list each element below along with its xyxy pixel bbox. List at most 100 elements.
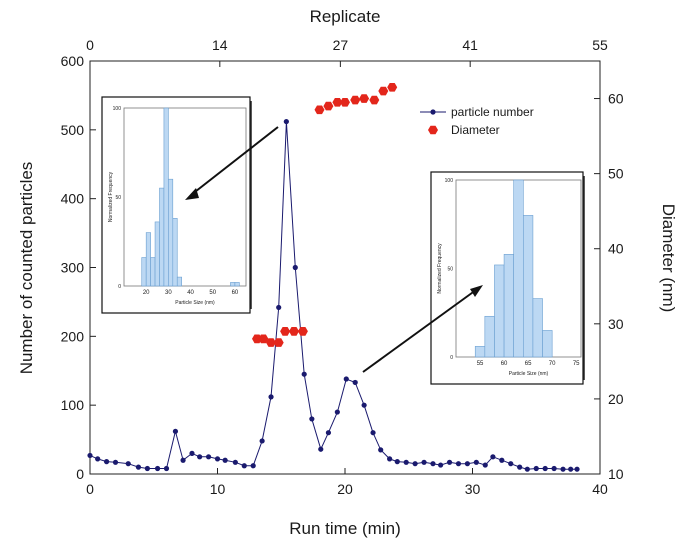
particle-number-point [438, 462, 444, 468]
axis-ticks: 0 10 20 30 400 14 27 41 550100200300400500600102… [61, 37, 624, 497]
inset-bar [150, 257, 156, 287]
inset-bar [484, 315, 495, 358]
legend-marker-diameter [428, 125, 438, 135]
particle-number-point [574, 466, 580, 472]
inset-y-label: Normalized Frequency [437, 243, 443, 294]
particle-number-point [430, 461, 436, 467]
inset-2: 0 50 100 55 60 65 70 75 Particle Size (nm) Normal… [430, 171, 585, 385]
diameter-point [280, 327, 291, 336]
inset-x-tick-label: 40 [187, 290, 194, 296]
inset-1: 0 50 100 20 30 40 50 60 Particle Size (nm) Normal… [101, 96, 252, 314]
y2-tick-label: 40 [608, 241, 624, 257]
particle-number-point [222, 457, 228, 463]
y-tick-label: 100 [61, 397, 85, 413]
diameter-point [378, 86, 389, 96]
inset-y-tick-label: 0 [118, 284, 121, 290]
particle-number-point [370, 430, 376, 436]
data-series [87, 83, 580, 472]
inset-x-label: Particle Size (nm) [509, 371, 549, 377]
particle-number-point [250, 463, 256, 469]
inset-bar [474, 346, 486, 358]
particle-number-point [499, 457, 505, 463]
arrow-head-1 [185, 188, 199, 200]
particle-number-point [403, 459, 409, 465]
particle-number-point [205, 454, 212, 460]
particle-number-point [490, 454, 496, 460]
inset-bar [494, 264, 505, 358]
particle-number-point [446, 459, 453, 465]
diameter-point [314, 105, 325, 115]
inset-bar [523, 215, 534, 358]
inset-x-tick-label: 50 [209, 290, 216, 296]
inset-bar [513, 179, 524, 358]
particle-number-point [292, 264, 298, 271]
top-tick-label: 41 [462, 37, 478, 53]
particle-number-point [163, 465, 170, 472]
legend: particle number Diameter [420, 105, 534, 137]
particle-number-point [378, 447, 384, 453]
inset-x-label: Particle Size (nm) [175, 300, 215, 306]
inset-x-tick-label: 20 [143, 290, 150, 296]
particle-number-point [268, 394, 274, 400]
inset-y-tick-label: 50 [115, 195, 121, 201]
particle-number-point [352, 379, 358, 386]
arrow-to-inset-2 [362, 289, 477, 373]
y2-tick-label: 30 [608, 316, 624, 332]
particle-number-point [568, 466, 574, 472]
particle-number-point [276, 304, 282, 311]
particle-number-point [180, 457, 186, 463]
y-tick-label: 600 [61, 53, 85, 69]
particle-number-point [144, 465, 150, 472]
top-tick-label: 14 [212, 37, 228, 53]
inset-bar [172, 218, 178, 287]
y2-tick-label: 60 [608, 91, 624, 107]
particle-number-point [551, 465, 557, 472]
x-tick-label: 0 [86, 481, 94, 497]
particle-number-point [542, 465, 548, 472]
particle-number-point [394, 459, 400, 465]
particle-number-point [318, 446, 324, 452]
inset-y-label: Normalized Frequency [108, 171, 114, 222]
inset-bar [230, 282, 236, 287]
particle-number-point [387, 456, 393, 462]
inset-bar [163, 107, 169, 287]
y-tick-label: 400 [61, 191, 85, 207]
particle-number-point [473, 459, 479, 465]
top-tick-label: 55 [592, 37, 608, 53]
particle-number-point [421, 459, 427, 465]
inset-bar [159, 187, 165, 287]
inset-x-tick-label: 70 [549, 361, 556, 367]
particle-number-point [259, 438, 265, 444]
particle-number-point [464, 461, 470, 467]
y-tick-label: 500 [61, 122, 85, 138]
arrow-head-2 [470, 285, 483, 297]
particle-number-point [455, 461, 462, 467]
y2-tick-label: 10 [608, 466, 624, 482]
x-tick-label: 10 [210, 481, 226, 497]
diameter-point [369, 95, 380, 105]
diameter-point [258, 334, 269, 344]
particle-number-point [87, 452, 93, 459]
particle-number-point [241, 463, 247, 469]
diameter-point [387, 83, 398, 92]
x-tick-label: 30 [465, 481, 481, 497]
inset-x-tick-label: 65 [525, 361, 532, 367]
y2-tick-label: 20 [608, 391, 624, 407]
particle-number-point [524, 466, 530, 472]
inset-bar [176, 276, 182, 287]
diameter-point [323, 101, 334, 111]
inset-x-tick-label: 60 [501, 361, 508, 367]
particle-number-point [232, 459, 238, 465]
inset-bar [141, 257, 147, 287]
diameter-point [332, 98, 343, 107]
inset-bar [234, 282, 240, 287]
y2-axis-title: Diameter (nm) [659, 204, 678, 313]
particle-number-point [283, 118, 289, 125]
legend-marker-particle [430, 109, 436, 115]
diameter-point [350, 95, 361, 105]
diameter-point [340, 98, 350, 107]
y-tick-label: 200 [61, 328, 85, 344]
particle-number-point [361, 402, 367, 408]
y-tick-label: 300 [61, 260, 85, 276]
